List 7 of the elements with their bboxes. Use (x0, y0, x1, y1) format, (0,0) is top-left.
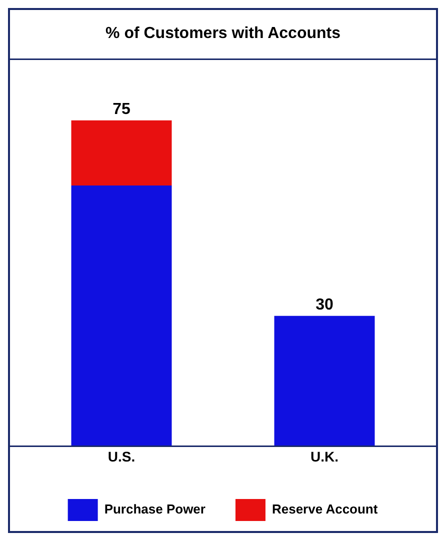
x-tick-label: U.K. (310, 448, 338, 464)
annotation: 30 (316, 296, 334, 314)
legend-label: Purchase Power (104, 502, 206, 517)
chart-title: % of Customers with Accounts (106, 25, 341, 42)
legend-label: Reserve Account (272, 502, 378, 517)
annotation: 75 (112, 100, 130, 118)
x-tick-label: U.S. (108, 448, 136, 464)
